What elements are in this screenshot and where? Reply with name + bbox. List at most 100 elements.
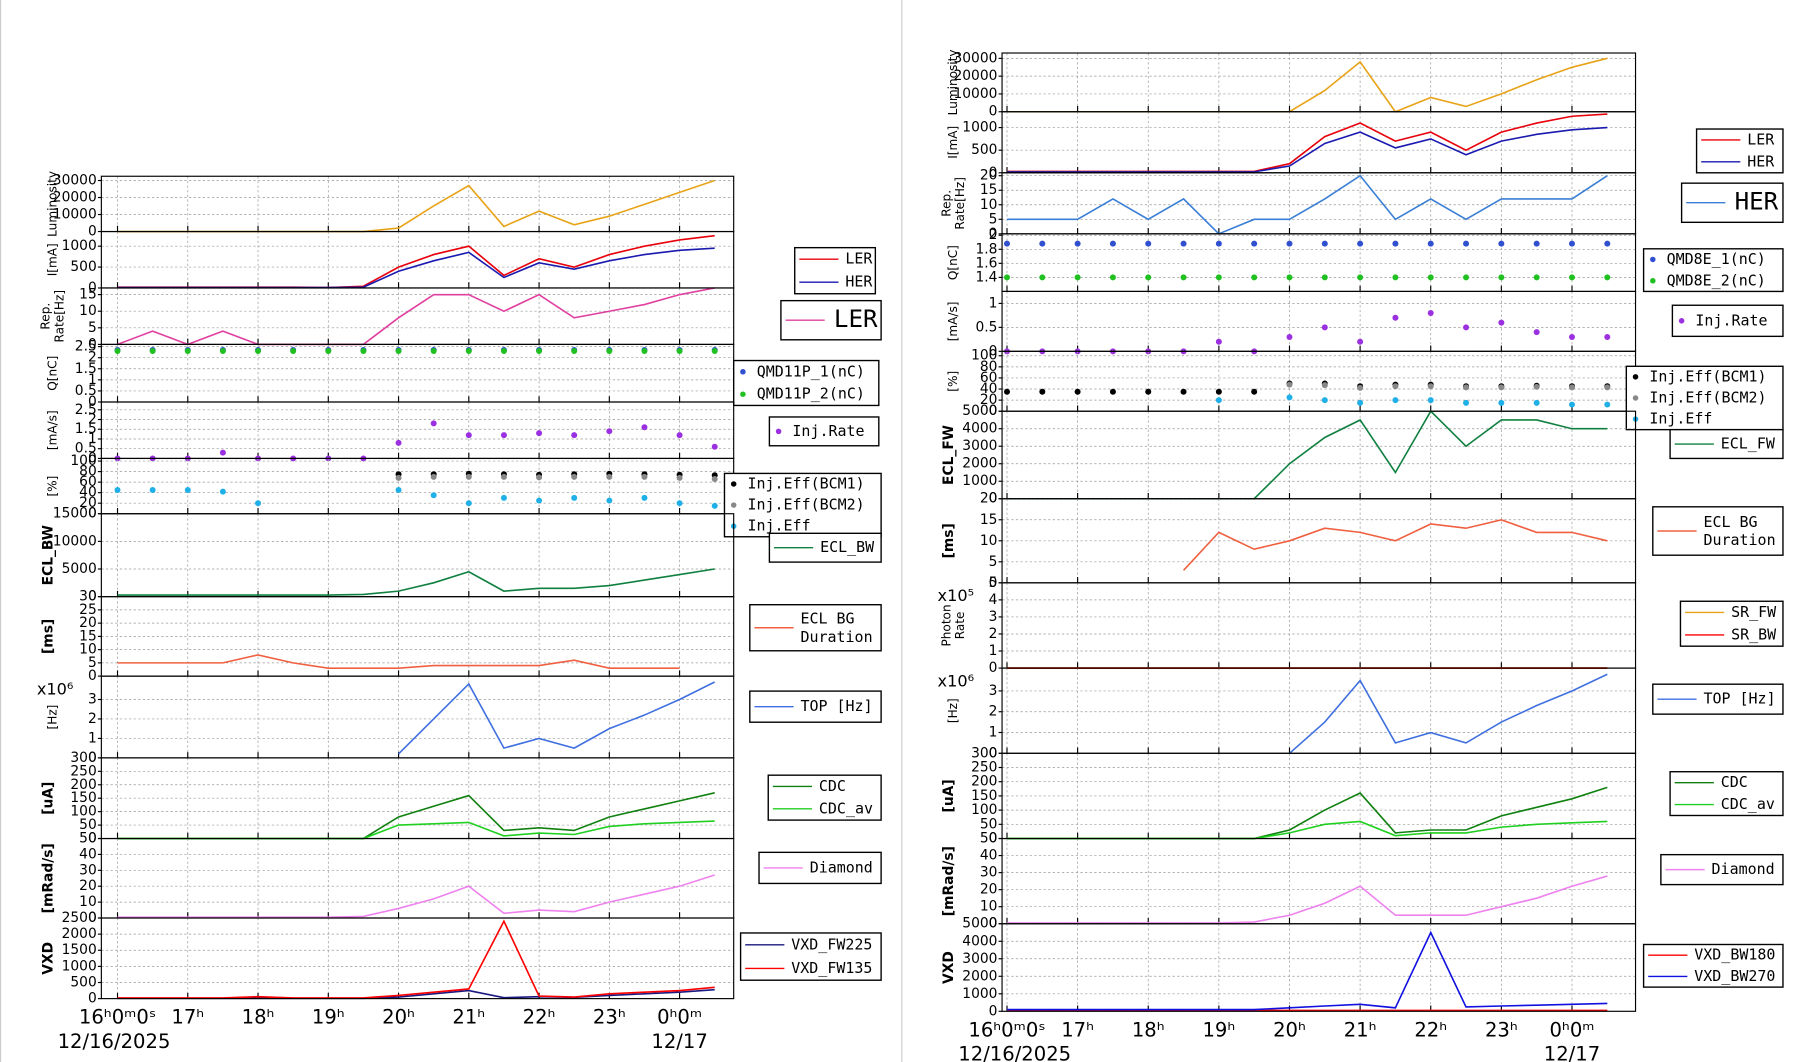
- data-point: [711, 443, 718, 450]
- data-point: [1427, 383, 1434, 390]
- legend-label: HER: [1747, 152, 1775, 170]
- data-point: [1180, 274, 1187, 281]
- legend-label: LER: [834, 305, 878, 333]
- data-point: [571, 348, 578, 355]
- data-point: [1215, 338, 1222, 345]
- data-point: [1498, 384, 1505, 391]
- data-point: [571, 494, 578, 501]
- data-point: [1286, 394, 1293, 401]
- data-point: [465, 500, 472, 507]
- data-point: [1533, 329, 1540, 336]
- data-point: [1109, 274, 1116, 281]
- y-tick-label: 0: [989, 104, 998, 120]
- data-point: [500, 432, 507, 439]
- series-line: [117, 568, 715, 596]
- data-point: [1568, 333, 1575, 340]
- data-point: [1604, 274, 1611, 281]
- x-tick-label: 17ʰ: [171, 1006, 204, 1029]
- x-tick-label: 20ʰ: [1273, 1018, 1306, 1041]
- data-point: [1321, 274, 1328, 281]
- y-tick-label: 0: [88, 336, 97, 352]
- legend-label: QMD8E_2(nC): [1667, 271, 1766, 289]
- y-tick-label: 2: [88, 412, 97, 428]
- x-tick-label: 17ʰ: [1061, 1018, 1094, 1041]
- data-point: [219, 449, 226, 456]
- data-point: [1215, 388, 1222, 395]
- x-tick-label: 23ʰ: [593, 1006, 626, 1029]
- y-tick-label: 0: [88, 831, 97, 847]
- legend-box: [1642, 943, 1784, 988]
- legend-label: CDC: [819, 777, 846, 795]
- y-tick-label: 0: [989, 660, 998, 676]
- legend-label: ECL_FW: [1721, 435, 1776, 453]
- y-tick-label: 150: [70, 790, 96, 806]
- y-tick-label: 5000: [962, 403, 997, 419]
- date-label: 12/17: [651, 1030, 707, 1053]
- y-tick-label: 10: [980, 533, 998, 549]
- legend-marker: [1678, 318, 1685, 324]
- data-point: [1392, 240, 1399, 247]
- data-point: [430, 473, 437, 480]
- data-point: [149, 348, 156, 355]
- data-point: [641, 348, 648, 355]
- y-tick-label: 2.5: [75, 339, 97, 355]
- data-point: [606, 497, 613, 504]
- x-tick-label: 0ʰ0ᵐ: [1549, 1018, 1594, 1041]
- y-axis-label: [Hz]: [946, 698, 960, 723]
- data-point: [1004, 240, 1010, 247]
- series-line: [117, 874, 715, 918]
- data-point: [1568, 240, 1575, 247]
- y-axis-label: [mA/s]: [45, 410, 59, 450]
- data-point: [676, 348, 683, 355]
- data-point: [711, 348, 718, 355]
- y-axis-label: [%]: [45, 476, 59, 497]
- y-tick-label: 10: [79, 894, 97, 910]
- x-tick-label: 22ʰ: [523, 1006, 556, 1029]
- data-point: [711, 475, 718, 482]
- y-tick-label: 2: [989, 227, 998, 243]
- y-tick-label: 40: [980, 381, 998, 397]
- legend-label: ECL BG Duration: [1703, 512, 1775, 548]
- series-line: [117, 919, 715, 999]
- legend-box: [758, 851, 882, 885]
- legend-label: Diamond: [1712, 860, 1775, 878]
- y-tick-label: 15: [79, 628, 97, 644]
- data-point: [1215, 274, 1222, 281]
- legend-label: TOP [Hz]: [1703, 690, 1775, 708]
- data-point: [1251, 388, 1258, 395]
- y-tick-label: 0.5: [75, 441, 97, 457]
- data-point: [1463, 274, 1470, 281]
- data-point: [676, 500, 683, 507]
- y-tick-label: 250: [971, 760, 997, 776]
- y-multiplier: x10⁵: [938, 586, 975, 605]
- data-point: [1321, 240, 1328, 247]
- y-tick-label: 40: [79, 846, 97, 862]
- y-tick-label: 20: [980, 491, 998, 507]
- y-tick-label: 30000: [953, 50, 997, 66]
- y-tick-label: 5000: [962, 916, 997, 932]
- y-tick-label: 0.5: [75, 383, 97, 399]
- data-point: [1145, 274, 1152, 281]
- y-tick-label: 0: [989, 226, 998, 242]
- y-tick-label: 15: [980, 182, 998, 198]
- legend-label: CDC: [1721, 773, 1748, 791]
- y-axis-label: Luminosity: [45, 171, 59, 237]
- data-point: [500, 348, 507, 355]
- y-axis-label: ECL_BW: [40, 525, 56, 585]
- y-tick-label: 10000: [53, 207, 97, 223]
- y-tick-label: 5: [88, 320, 97, 336]
- y-tick-label: 200: [70, 777, 96, 793]
- y-tick-label: 20: [980, 882, 998, 898]
- data-point: [1568, 274, 1575, 281]
- y-tick-label: 150: [971, 788, 997, 804]
- y-axis-label: Rep.: [39, 303, 53, 330]
- data-point: [606, 428, 613, 435]
- data-point: [1568, 401, 1575, 408]
- data-point: [1286, 333, 1293, 340]
- y-axis-label: [mRad/s]: [941, 846, 957, 916]
- legend-box: [1671, 304, 1784, 338]
- data-point: [641, 473, 648, 480]
- data-point: [395, 439, 402, 446]
- y-tick-label: 250: [70, 763, 96, 779]
- legend-box: [768, 416, 880, 447]
